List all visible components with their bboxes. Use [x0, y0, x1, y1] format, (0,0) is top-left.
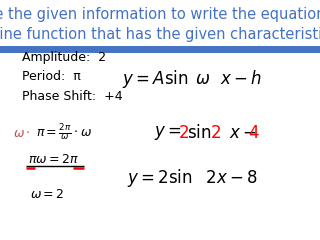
Text: Amplitude:  2: Amplitude: 2	[22, 51, 107, 64]
Text: $\ \ x-$: $\ \ x-$	[219, 124, 257, 142]
Text: $y = A\sin\ \omega\ \ x-h$: $y = A\sin\ \omega\ \ x-h$	[122, 68, 262, 90]
Text: $\pi = \frac{2\pi}{\omega}\cdot\omega$: $\pi = \frac{2\pi}{\omega}\cdot\omega$	[36, 123, 92, 144]
Text: $y = $: $y = $	[154, 124, 181, 142]
Text: $2$: $2$	[178, 124, 188, 142]
Text: $\omega = 2$: $\omega = 2$	[30, 188, 65, 201]
Text: $2$: $2$	[210, 124, 220, 142]
Text: $y = 2\sin\ \ 2x-8$: $y = 2\sin\ \ 2x-8$	[127, 167, 257, 189]
Text: Period:  π: Period: π	[22, 70, 81, 83]
Text: $\sin\ \ $: $\sin\ \ $	[187, 124, 212, 142]
Text: $\omega\cdot$: $\omega\cdot$	[13, 127, 30, 140]
Text: Use the given information to write the equation of
a sine function that has the : Use the given information to write the e…	[0, 7, 320, 42]
Text: $4$: $4$	[248, 124, 260, 142]
Text: Phase Shift:  +4: Phase Shift: +4	[22, 90, 123, 102]
Text: $\pi\omega = 2\pi$: $\pi\omega = 2\pi$	[28, 153, 79, 166]
